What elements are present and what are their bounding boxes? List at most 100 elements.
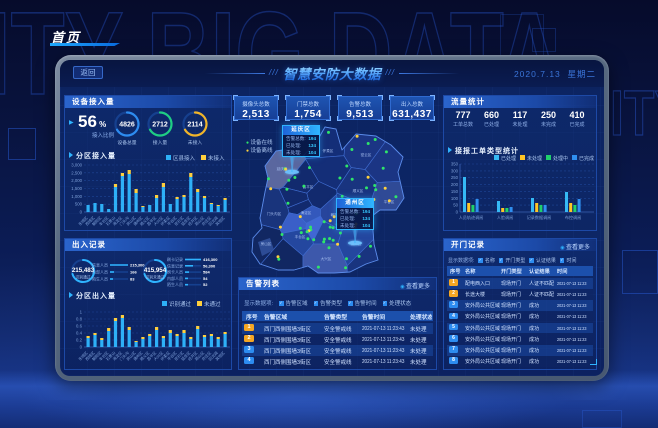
svg-text:500: 500: [75, 202, 83, 207]
svg-text:亦庄区: 亦庄区: [201, 350, 213, 362]
svg-text:其他区: 其他区: [214, 215, 226, 227]
svg-text:陌生人员: 陌生人员: [167, 281, 183, 287]
svg-text:房山区: 房山区: [261, 241, 272, 246]
svg-text:1,500: 1,500: [71, 186, 82, 191]
svg-text:昌平区: 昌平区: [146, 216, 157, 227]
svg-text:250: 250: [451, 175, 459, 180]
svg-text:未接入: 未接入: [188, 139, 203, 146]
svg-text:密云区: 密云区: [361, 152, 372, 157]
svg-text:0.8: 0.8: [76, 317, 83, 322]
svg-text:石景山: 石景山: [105, 350, 117, 362]
svg-text:52: 52: [203, 282, 208, 287]
svg-text:海淀区: 海淀区: [112, 350, 124, 362]
svg-text:56,300: 56,300: [203, 263, 216, 268]
svg-text:350: 350: [451, 162, 459, 167]
svg-text:东城区: 东城区: [77, 215, 89, 227]
svg-text:平谷区: 平谷区: [166, 350, 178, 362]
svg-text:0.6: 0.6: [76, 324, 83, 329]
svg-text:怀柔区: 怀柔区: [159, 215, 171, 227]
svg-text:亦庄区: 亦庄区: [201, 215, 213, 227]
svg-text:海淀区: 海淀区: [301, 210, 312, 215]
svg-text:丰台区: 丰台区: [295, 234, 306, 239]
svg-text:83: 83: [130, 277, 135, 282]
svg-text:门头沟: 门头沟: [118, 215, 130, 227]
svg-text:密云区: 密云区: [173, 215, 185, 227]
svg-text:回龙观: 回龙观: [207, 215, 219, 227]
svg-text:顺义区: 顺义区: [139, 215, 151, 227]
svg-text:415,954: 415,954: [144, 267, 167, 274]
svg-text:陌生人员: 陌生人员: [92, 276, 108, 282]
svg-text:0: 0: [80, 210, 83, 215]
svg-text:大兴区: 大兴区: [153, 350, 165, 362]
svg-text:大兴区: 大兴区: [153, 215, 165, 227]
svg-text:记录数据调阅: 记录数据调阅: [527, 214, 552, 220]
svg-text:东城区: 东城区: [77, 350, 89, 362]
svg-text:识别通过: 识别通过: [75, 275, 90, 280]
svg-text:54: 54: [203, 276, 208, 281]
svg-text:4826: 4826: [119, 122, 135, 129]
svg-text:燕山区: 燕山区: [194, 350, 206, 362]
svg-text:2712: 2712: [152, 122, 168, 129]
svg-text:密云区: 密云区: [173, 350, 185, 362]
svg-text:怀柔区: 怀柔区: [323, 148, 334, 153]
svg-text:朝阳区: 朝阳区: [91, 350, 103, 362]
svg-text:166: 166: [130, 270, 137, 275]
svg-text:通州区: 通州区: [132, 350, 144, 362]
svg-text:416,300: 416,300: [203, 257, 218, 262]
svg-text:门头沟区: 门头沟区: [267, 211, 282, 216]
svg-text:0.2: 0.2: [76, 338, 83, 343]
svg-text:内部人员: 内部人员: [92, 269, 108, 275]
svg-text:通州区: 通州区: [132, 215, 144, 227]
svg-text:接入量: 接入量: [153, 139, 168, 146]
svg-text:3,000: 3,000: [71, 163, 82, 168]
svg-text:150: 150: [451, 189, 459, 194]
svg-text:延庆区: 延庆区: [277, 166, 288, 171]
svg-text:丰台区: 丰台区: [98, 350, 110, 362]
svg-text:经开区: 经开区: [187, 215, 199, 227]
svg-text:其他区: 其他区: [214, 350, 226, 362]
svg-text:584: 584: [203, 270, 210, 275]
svg-text:215,300: 215,300: [130, 263, 145, 268]
svg-text:人脸调阅: 人脸调阅: [497, 214, 513, 220]
svg-text:布控调阅: 布控调阅: [565, 214, 581, 220]
svg-text:怀柔区: 怀柔区: [159, 350, 171, 362]
svg-text:燕山区: 燕山区: [194, 215, 206, 227]
svg-text:215,483: 215,483: [72, 267, 95, 274]
svg-text:0: 0: [456, 210, 459, 215]
svg-text:平谷区: 平谷区: [166, 215, 178, 227]
svg-text:西城区: 西城区: [84, 215, 96, 227]
svg-text:信息人员: 信息人员: [92, 262, 108, 268]
svg-text:经开区: 经开区: [187, 350, 199, 362]
svg-text:西城区: 西城区: [84, 350, 96, 362]
svg-text:100: 100: [451, 196, 459, 201]
svg-text:内部人员: 内部人员: [167, 275, 183, 281]
svg-text:海淀区: 海淀区: [112, 215, 124, 227]
svg-text:房山区: 房山区: [125, 215, 137, 227]
svg-text:人员轨迹调阅: 人员轨迹调阅: [459, 214, 484, 220]
svg-text:刷卡记录: 刷卡记录: [167, 256, 183, 262]
svg-text:50: 50: [453, 203, 458, 208]
svg-text:2114: 2114: [187, 122, 202, 129]
svg-text:丰台区: 丰台区: [98, 215, 110, 227]
svg-text:回龙观: 回龙观: [207, 350, 219, 362]
svg-text:300: 300: [451, 168, 459, 173]
svg-text:1,000: 1,000: [71, 194, 82, 199]
svg-text:设备总量: 设备总量: [117, 139, 136, 146]
svg-text:延庆区: 延庆区: [180, 215, 192, 227]
svg-text:顺义区: 顺义区: [139, 350, 151, 362]
svg-text:信息记录: 信息记录: [167, 262, 183, 268]
svg-text:0.4: 0.4: [76, 331, 83, 336]
svg-text:200: 200: [451, 182, 459, 187]
svg-text:2,000: 2,000: [71, 178, 82, 183]
svg-text:门头沟: 门头沟: [118, 350, 130, 362]
svg-text:0: 0: [80, 345, 83, 350]
svg-text:昌平区: 昌平区: [303, 185, 314, 189]
svg-text:顺义区: 顺义区: [353, 188, 364, 193]
svg-text:刷卡人员: 刷卡人员: [167, 269, 183, 275]
svg-text:大兴区: 大兴区: [321, 256, 332, 261]
svg-text:识别未通过: 识别未通过: [146, 275, 165, 280]
svg-text:1: 1: [80, 310, 83, 315]
svg-text:朝阳区: 朝阳区: [91, 215, 103, 227]
svg-text:石景山: 石景山: [105, 215, 117, 227]
svg-text:昌平区: 昌平区: [146, 351, 157, 362]
